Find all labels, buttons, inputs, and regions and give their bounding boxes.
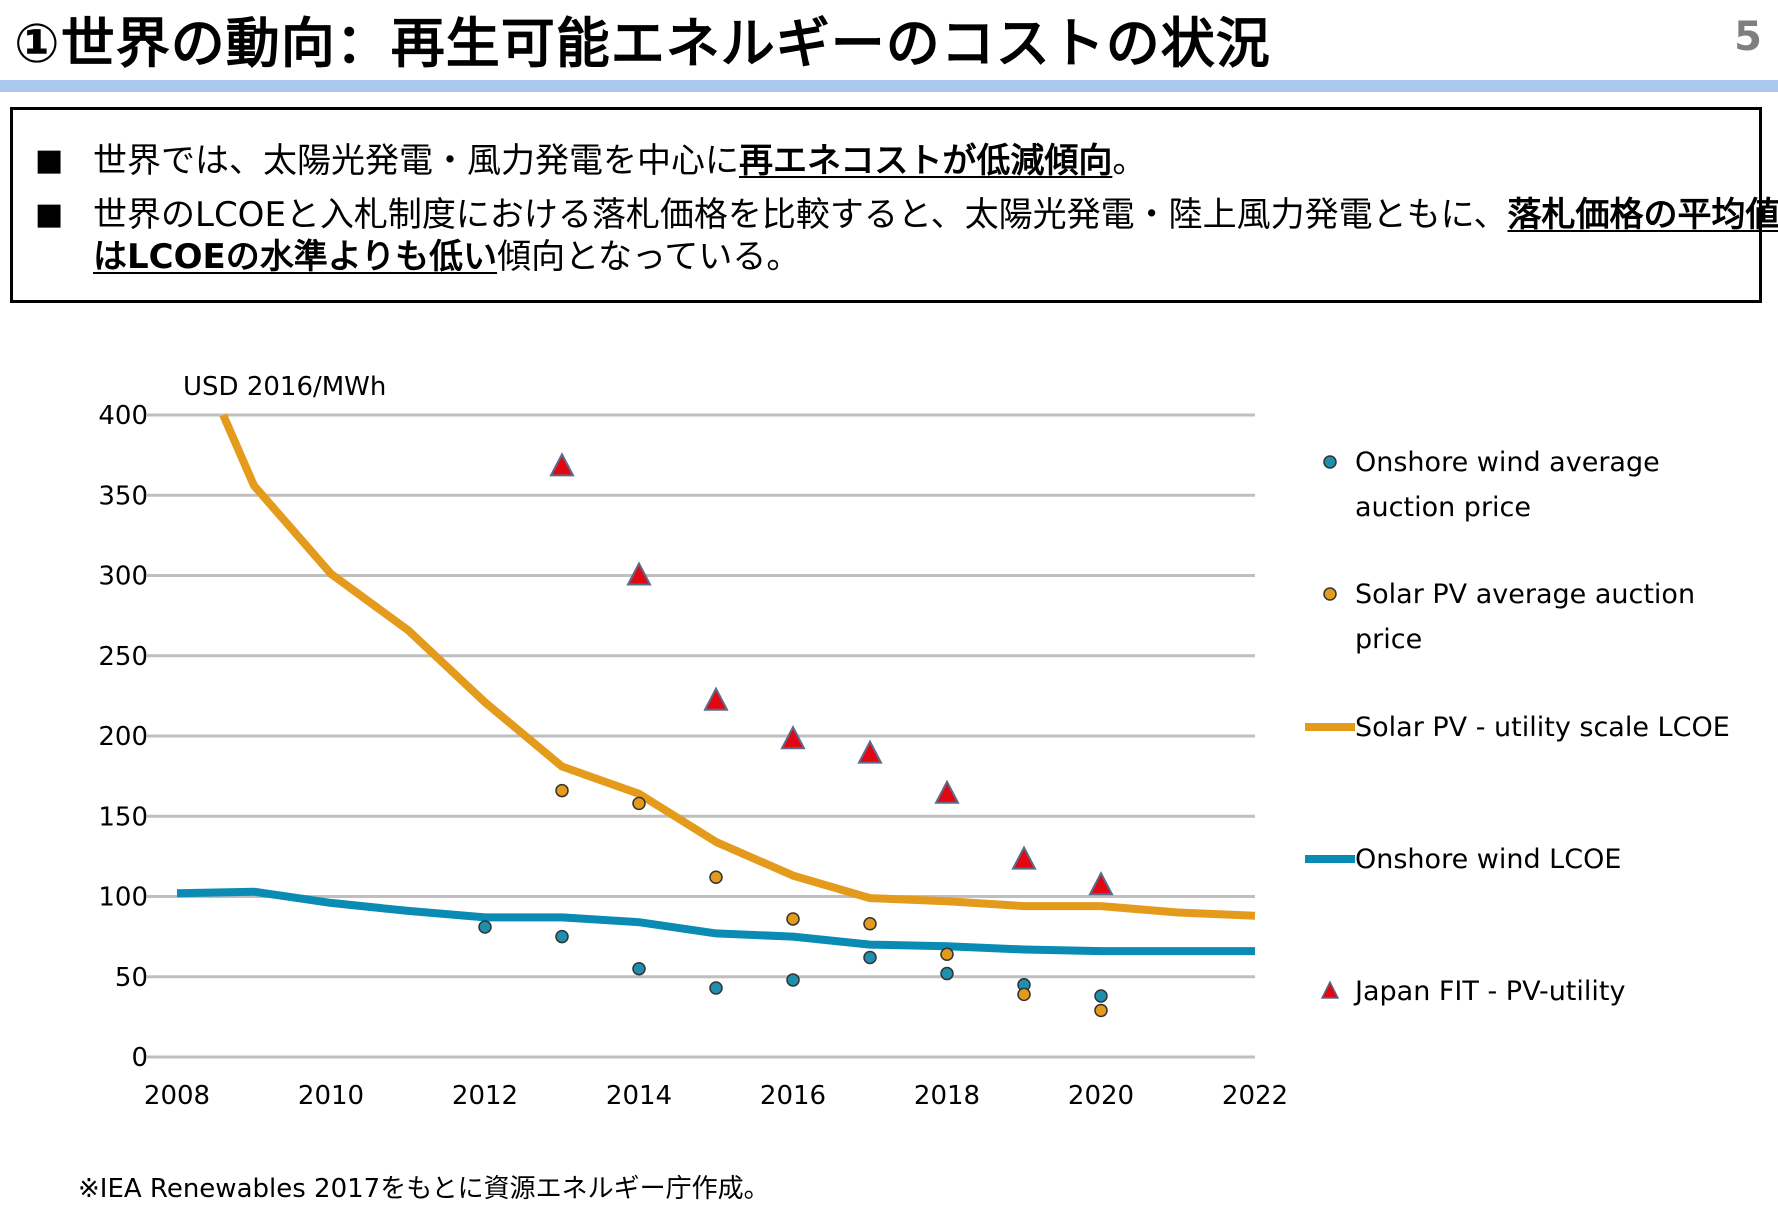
legend-label: Solar PV average auction — [1355, 579, 1695, 610]
solar-auction-marker — [940, 947, 954, 962]
y-tick-label: 100 — [98, 883, 148, 913]
wind-auction-marker — [940, 966, 954, 981]
bullet-1-post: 。 — [1112, 141, 1147, 181]
summary-box: ■ 世界では、太陽光発電・風力発電を中心に再エネコストが低減傾向。 ■ 世界のL… — [10, 107, 1778, 303]
solar-auction-marker — [786, 912, 800, 926]
bullet-square-icon: ■ — [35, 143, 64, 178]
x-tick-label: 2020 — [1068, 1081, 1134, 1111]
legend-swatch-triangle — [1320, 980, 1340, 999]
solar-auction-marker — [863, 917, 877, 931]
y-tick-label: 250 — [98, 642, 148, 672]
lcoe-lines — [176, 413, 1256, 956]
series-line-2 — [219, 413, 1256, 920]
x-tick-label: 2010 — [298, 1081, 364, 1111]
x-axis-ticks: 2008 2010 2012 2014 2016 2018 2020 2022 — [144, 1081, 1288, 1111]
auction-points — [478, 452, 1114, 1018]
wind-auction-marker — [1094, 989, 1108, 1003]
chart-legend: Onshore wind average auction price Solar P… — [1305, 447, 1730, 1007]
x-tick-label: 2008 — [144, 1081, 210, 1111]
wind-auction-marker — [786, 973, 800, 987]
y-tick-label: 0 — [131, 1043, 148, 1073]
solar-auction-marker — [709, 870, 723, 884]
x-tick-label: 2018 — [914, 1081, 980, 1111]
wind-auction-marker — [478, 920, 492, 934]
source-footnote: ※IEA Renewables 2017をもとに資源エネルギー庁作成。 — [78, 1174, 770, 1204]
x-tick-label: 2022 — [1222, 1081, 1288, 1111]
title-underline-bar — [0, 80, 1778, 92]
wind-auction-marker — [632, 961, 646, 976]
series-line-3 — [176, 887, 1255, 956]
wind-auction-marker — [709, 981, 723, 995]
page-title: ①世界の動向：再生可能エネルギーのコストの状況 — [14, 12, 1271, 75]
wind-auction-marker — [555, 929, 569, 944]
japan-fit-marker — [1011, 845, 1037, 870]
legend-swatch-dot — [1323, 455, 1337, 469]
legend-label: Onshore wind average — [1355, 447, 1660, 478]
bullet-2-line1-emphasis: 落札価格の平均値 — [1507, 195, 1778, 235]
x-tick-label: 2012 — [452, 1081, 518, 1111]
y-tick-label: 300 — [98, 562, 148, 592]
bullet-1-text: 世界では、太陽光発電・風力発電を中心に再エネコストが低減傾向。 — [93, 140, 1146, 182]
bullet-2-line1-pre: 世界のLCOEと入札制度における落札価格を比較すると、太陽光発電・陸上風力発電と… — [93, 195, 1508, 235]
wind-auction-marker — [863, 950, 877, 965]
japan-fit-marker — [703, 686, 729, 711]
page-number: 5 — [1734, 14, 1762, 60]
legend-label: Onshore wind LCOE — [1355, 844, 1621, 875]
y-tick-label: 200 — [98, 722, 148, 752]
x-tick-label: 2014 — [606, 1081, 672, 1111]
bullet-2-line2-post: 傾向となっている。 — [497, 237, 801, 277]
bullet-2-text: 世界のLCOEと入札制度における落札価格を比較すると、太陽光発電・陸上風力発電と… — [93, 194, 1778, 278]
solar-auction-marker — [632, 796, 646, 811]
y-tick-label: 350 — [98, 481, 148, 511]
solar-auction-marker — [1017, 987, 1031, 1002]
y-axis-ticks: 0 50 100 150 200 250 300 350 400 — [98, 401, 148, 1073]
legend-label: Solar PV - utility scale LCOE — [1355, 712, 1730, 743]
legend-label-line2: price — [1355, 624, 1422, 655]
bullet-1-pre: 世界では、太陽光発電・風力発電を中心に — [93, 141, 739, 181]
lcoe-auction-chart: USD 2016/MWh 0 50 100 150 200 250 300 350 400 20… — [98, 372, 1730, 1111]
legend-label: Japan FIT - PV-utility — [1353, 976, 1625, 1007]
y-tick-label: 400 — [98, 401, 148, 431]
solar-auction-marker — [555, 783, 569, 798]
x-tick-label: 2016 — [760, 1081, 826, 1111]
japan-fit-marker — [934, 779, 960, 804]
japan-fit-marker — [857, 739, 883, 764]
legend-label-line2: auction price — [1355, 492, 1531, 523]
japan-fit-marker — [1088, 871, 1114, 896]
grid-lines — [147, 413, 1255, 1059]
y-tick-label: 50 — [115, 963, 148, 993]
japan-fit-marker — [549, 452, 575, 477]
legend-swatch-dot — [1323, 587, 1337, 601]
solar-auction-marker — [1094, 1003, 1108, 1018]
y-axis-title: USD 2016/MWh — [183, 372, 386, 402]
bullet-2-line2-emphasis: はLCOEの水準よりも低い — [93, 237, 498, 277]
japan-fit-marker — [780, 725, 806, 750]
bullet-square-icon: ■ — [35, 197, 64, 232]
y-tick-label: 150 — [98, 802, 148, 832]
bullet-1-emphasis: 再エネコストが低減傾向 — [739, 141, 1113, 181]
japan-fit-marker — [626, 561, 652, 586]
